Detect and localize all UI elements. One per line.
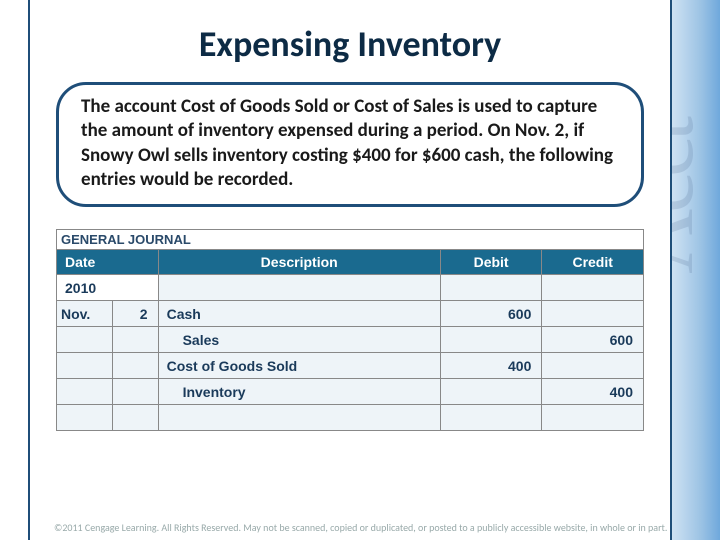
right-accent-bar: Acct [672,0,720,540]
cell-empty [57,379,113,405]
cell-debit: 600 [440,301,542,327]
cell-debit: 400 [440,353,542,379]
cell-credit [542,405,644,431]
cell-desc: Cost of Goods Sold [158,353,440,379]
cell-empty [113,405,158,431]
col-debit: Debit [440,250,542,275]
cell-empty [113,327,158,353]
cell-credit [542,353,644,379]
table-row [57,405,644,431]
cell-debit [440,327,542,353]
cell-credit: 600 [542,327,644,353]
slide-content-frame: Expensing Inventory The account Cost of … [28,0,672,540]
cell-empty [57,405,113,431]
table-row: Inventory 400 [57,379,644,405]
journal-year: 2010 [57,275,159,301]
cell-credit [542,301,644,327]
cell-desc [158,405,440,431]
col-credit: Credit [542,250,644,275]
journal-day: 2 [113,301,158,327]
table-header-row: Date Description Debit Credit [57,250,644,275]
cell-empty [113,379,158,405]
cell-desc: Cash [158,301,440,327]
cell-debit [440,405,542,431]
col-description: Description [158,250,440,275]
cell-debit [440,379,542,405]
journal-month: Nov. [57,301,113,327]
table-row: Cost of Goods Sold 400 [57,353,644,379]
journal-header-label: GENERAL JOURNAL [56,229,644,249]
slide-title: Expensing Inventory [30,0,670,82]
table-row: Sales 600 [57,327,644,353]
col-date: Date [57,250,159,275]
explanatory-callout: The account Cost of Goods Sold or Cost o… [56,82,644,207]
cell-credit [542,275,644,301]
table-row: 2010 [57,275,644,301]
cell-credit: 400 [542,379,644,405]
cell-debit [440,275,542,301]
table-row: Nov. 2 Cash 600 [57,301,644,327]
cell-empty [57,327,113,353]
cell-empty [113,353,158,379]
journal-table: Date Description Debit Credit 2010 Nov. … [56,249,644,431]
general-journal: GENERAL JOURNAL Date Description Debit C… [56,229,644,431]
cell-desc: Sales [158,327,440,353]
cell-empty [57,353,113,379]
cell-desc [158,275,440,301]
cell-desc: Inventory [158,379,440,405]
copyright-text: ©2011 Cengage Learning. All Rights Reser… [54,521,667,534]
